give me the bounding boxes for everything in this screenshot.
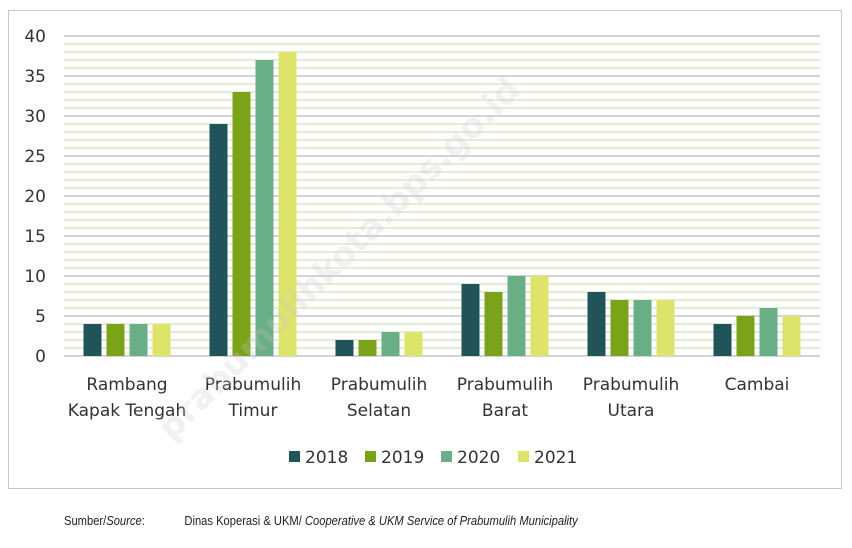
source-label: Sumber/Source: xyxy=(64,513,145,528)
y-tick-label: 10 xyxy=(24,267,46,287)
x-category-label: Prabumulih xyxy=(457,375,553,395)
x-category-label: Kapak Tengah xyxy=(68,401,186,421)
x-category-label: Prabumulih xyxy=(205,375,301,395)
bar-2020 xyxy=(129,324,148,356)
legend-label: 2018 xyxy=(305,448,348,468)
legend-swatch-2020 xyxy=(441,451,452,462)
bar-2019 xyxy=(484,292,503,356)
x-category-label: Cambai xyxy=(725,375,790,395)
x-category-label: Timur xyxy=(228,401,278,421)
bar-2021 xyxy=(152,324,171,356)
bar-2020 xyxy=(255,60,274,356)
bar-2021 xyxy=(656,300,675,356)
x-category-label: Utara xyxy=(608,401,655,421)
bar-2021 xyxy=(530,276,549,356)
x-category-label: Barat xyxy=(482,401,528,421)
bar-2019 xyxy=(358,340,377,356)
bar-2021 xyxy=(278,52,297,356)
bar-2021 xyxy=(782,316,801,356)
legend-label: 2021 xyxy=(534,448,577,468)
legend-swatch-2018 xyxy=(289,451,300,462)
bar-2019 xyxy=(610,300,629,356)
bar-2018 xyxy=(587,292,606,356)
y-tick-label: 5 xyxy=(35,307,46,327)
bar-2019 xyxy=(232,92,251,356)
bar-chart: 0 5 10 15 20 25 30 35 40 Rambang Kapak Tengah Prabu… xyxy=(24,27,820,468)
bar-2020 xyxy=(633,300,652,356)
y-tick-label: 35 xyxy=(24,67,46,87)
y-tick-label: 0 xyxy=(35,347,46,367)
y-tick-label: 25 xyxy=(24,147,46,167)
bar-2019 xyxy=(106,324,125,356)
bar-2018 xyxy=(461,284,480,356)
bar-2018 xyxy=(335,340,354,356)
y-tick-label: 40 xyxy=(24,27,46,47)
bar-2018 xyxy=(209,124,228,356)
legend-swatch-2019 xyxy=(365,451,376,462)
bar-2018 xyxy=(713,324,732,356)
bar-2018 xyxy=(83,324,102,356)
bar-2020 xyxy=(381,332,400,356)
legend-label: 2019 xyxy=(381,448,424,468)
bar-2020 xyxy=(507,276,526,356)
legend-swatch-2021 xyxy=(518,451,529,462)
bar-2020 xyxy=(759,308,778,356)
y-tick-label: 20 xyxy=(24,187,46,207)
x-category-label: Rambang xyxy=(86,375,167,395)
source-text: Dinas Koperasi & UKM/ xyxy=(184,513,305,528)
x-category-label: Selatan xyxy=(347,401,411,421)
y-tick-label: 30 xyxy=(24,107,46,127)
legend-label: 2020 xyxy=(457,448,500,468)
x-category-label: Prabumulih xyxy=(583,375,679,395)
y-tick-label: 15 xyxy=(24,227,46,247)
x-category-label: Prabumulih xyxy=(331,375,427,395)
source-note: Sumber/Source: Dinas Koperasi & UKM/ Coop… xyxy=(64,513,578,528)
source-text-english: Cooperative & UKM Service of Prabumulih … xyxy=(304,513,578,528)
bar-2021 xyxy=(404,332,423,356)
bar-2019 xyxy=(736,316,755,356)
chart-frame xyxy=(8,10,842,489)
